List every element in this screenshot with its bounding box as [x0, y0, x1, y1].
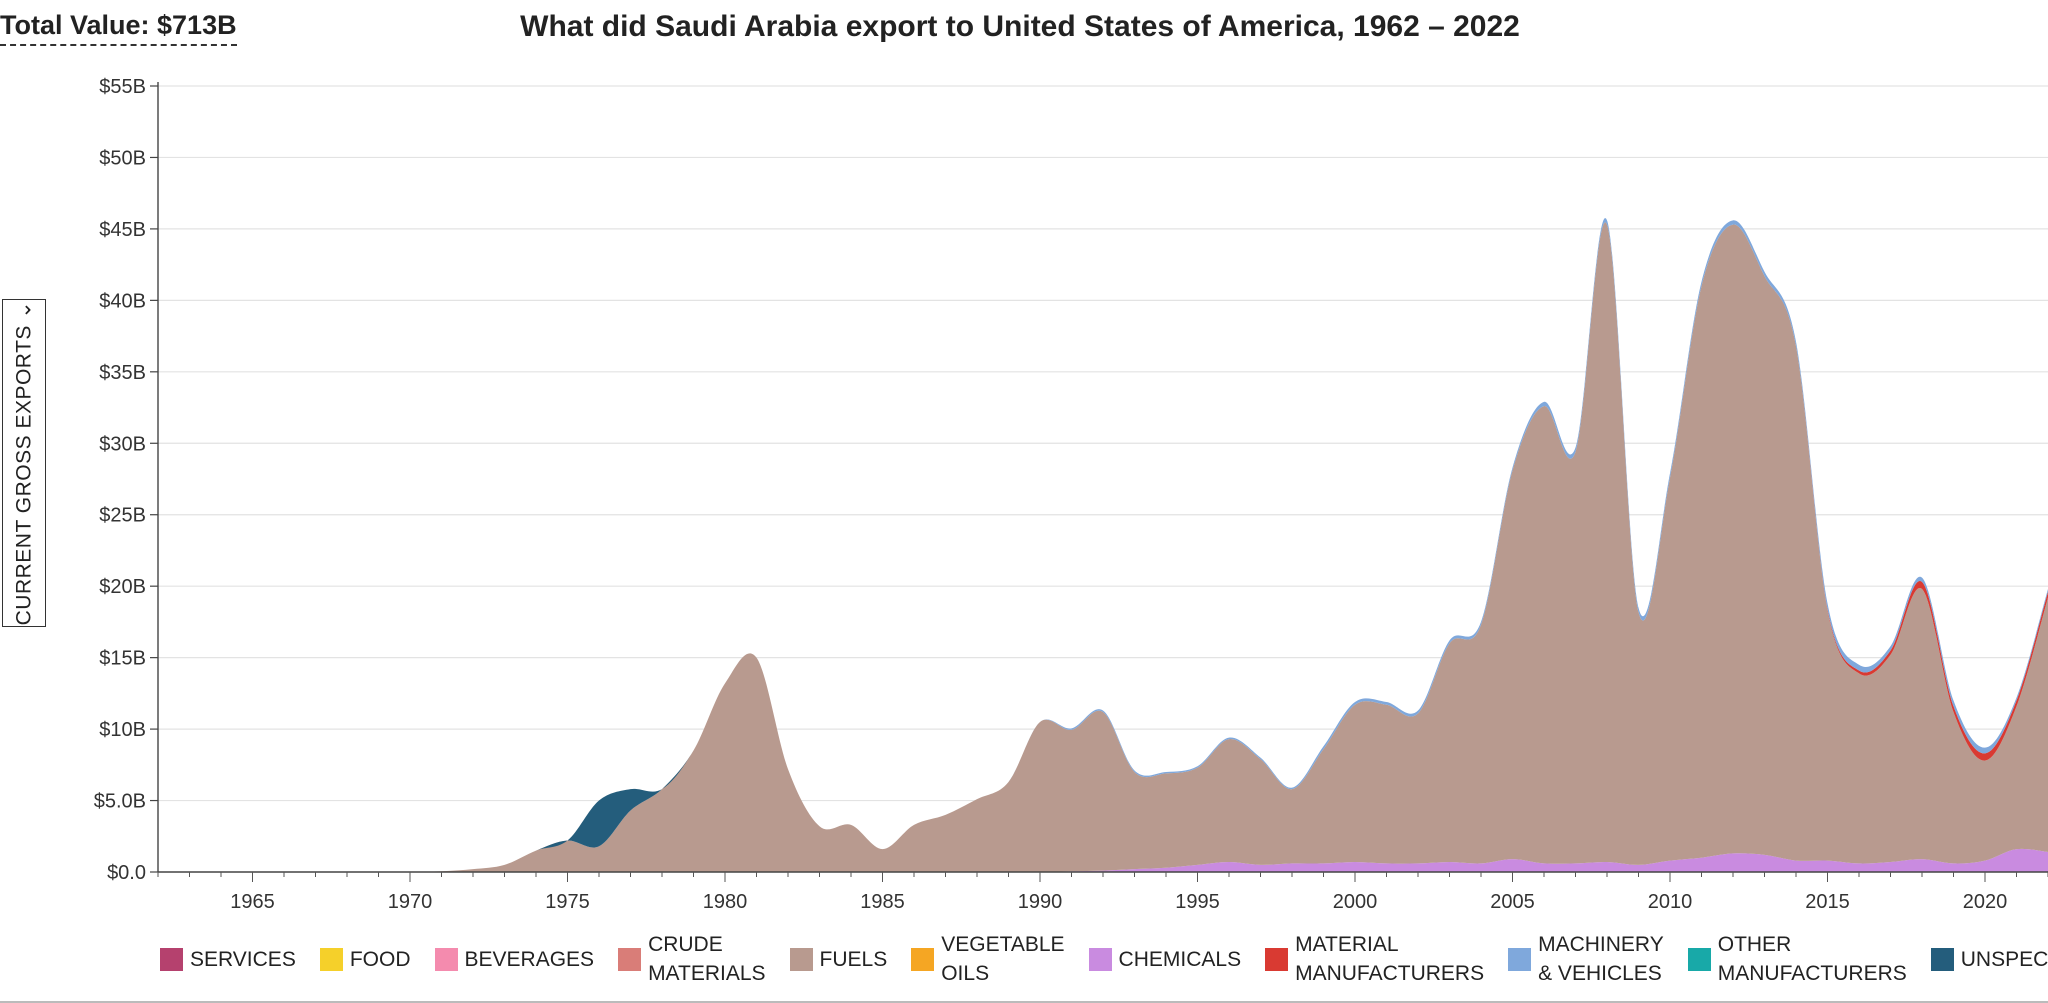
legend-swatch — [911, 947, 935, 971]
y-tick-label: $5.0B — [94, 791, 146, 813]
legend-label: MACHINERY & VEHICLES — [1538, 933, 1664, 985]
legend-label: UNSPECIFIED — [1960, 947, 2048, 971]
y-tick-label: $15B — [99, 648, 146, 670]
legend-swatch — [434, 947, 458, 971]
legend-label: MATERIAL MANUFACTURERS — [1295, 933, 1485, 985]
y-tick-label: $35B — [99, 362, 146, 384]
legend-swatch — [618, 947, 642, 971]
chart-area: $0.0 $5.0B $10B $15B $20B $25B $30B $35B $40B $45… — [94, 76, 2048, 913]
y-axis-mode-toggle[interactable]: CURRENT GROSS EXPORTS ⌄ — [2, 299, 46, 627]
x-tick-label: 1970 — [388, 891, 433, 913]
y-tick-label: $30B — [99, 433, 146, 455]
legend-item-beverages[interactable]: BEVERAGES — [434, 945, 595, 974]
total-value[interactable]: Total Value: $713B — [0, 8, 237, 46]
x-tick-label: 2015 — [1805, 891, 1850, 913]
legend: SERVICES FOOD BEVERAGES CRUDE MATERIALS FUELS… — [160, 928, 2048, 990]
chart-title: What did Saudi Arabia export to United S… — [520, 10, 1520, 43]
x-tick-label: 1990 — [1018, 891, 1063, 913]
legend-item-crude-materials[interactable]: CRUDE MATERIALS — [618, 930, 766, 988]
y-tick-label: $0.0 — [107, 862, 146, 884]
legend-item-food[interactable]: FOOD — [319, 945, 411, 974]
legend-swatch — [789, 947, 813, 971]
x-tick-label: 1965 — [230, 891, 275, 913]
y-tick-label: $10B — [99, 719, 146, 741]
y-tick-label: $55B — [99, 76, 146, 98]
x-tick-label: 2000 — [1333, 891, 1378, 913]
y-tick-label: $45B — [99, 219, 146, 241]
x-tick-label: 1995 — [1175, 891, 1220, 913]
y-tick-label: $25B — [99, 505, 146, 527]
legend-item-services[interactable]: SERVICES — [160, 945, 296, 974]
legend-label: CHEMICALS — [1118, 947, 1242, 971]
x-tick-label: 2005 — [1490, 891, 1535, 913]
legend-item-other-manufacturers[interactable]: OTHER MANUFACTURERS — [1687, 930, 1907, 988]
legend-swatch — [1265, 947, 1289, 971]
x-tick-label: 1985 — [860, 891, 905, 913]
legend-item-material-manufacturers[interactable]: MATERIAL MANUFACTURERS — [1265, 930, 1484, 988]
legend-item-fuels[interactable]: FUELS — [789, 945, 888, 974]
y-tick-label: $20B — [99, 576, 146, 598]
legend-swatch — [160, 947, 183, 971]
legend-item-vegetable-oils[interactable]: VEGETABLE OILS — [911, 930, 1065, 988]
legend-swatch — [1088, 947, 1112, 971]
area-series-fuels — [158, 222, 2048, 873]
legend-swatch — [1687, 947, 1711, 971]
legend-item-machinery-vehicles[interactable]: MACHINERY & VEHICLES — [1508, 930, 1664, 988]
x-tick-label: 1980 — [703, 891, 748, 913]
x-tick-label: 2010 — [1648, 891, 1693, 913]
y-tick-label: $50B — [99, 147, 146, 169]
legend-swatch — [1508, 947, 1532, 971]
legend-label: FUELS — [819, 947, 888, 971]
y-tick-label: $40B — [99, 290, 146, 312]
area-series-chemicals — [158, 848, 2048, 873]
legend-label: VEGETABLE OILS — [941, 933, 1065, 985]
legend-label: FOOD — [349, 947, 411, 971]
legend-label: CRUDE MATERIALS — [648, 933, 766, 985]
legend-label: BEVERAGES — [464, 947, 595, 971]
legend-item-chemicals[interactable]: CHEMICALS — [1088, 945, 1242, 974]
legend-swatch — [1930, 947, 1954, 971]
x-tick-label: 1975 — [545, 891, 590, 913]
x-tick-label: 2020 — [1963, 891, 2008, 913]
legend-swatch — [319, 947, 343, 971]
legend-item-unspecified[interactable]: UNSPECIFIED — [1930, 945, 2048, 974]
legend-label: SERVICES — [190, 947, 296, 971]
divider — [0, 1001, 2048, 1003]
legend-label: OTHER MANUFACTURERS — [1717, 933, 1907, 985]
